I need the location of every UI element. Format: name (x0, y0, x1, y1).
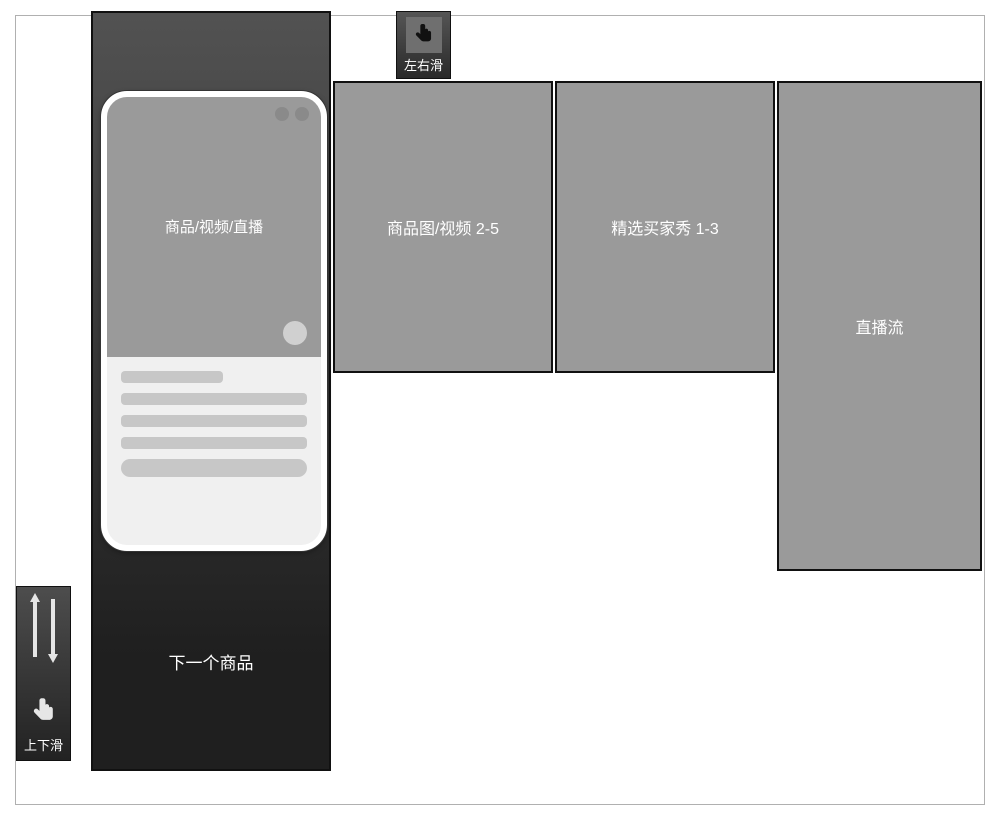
placeholder-line (121, 437, 307, 449)
diagram-canvas: 商品图/视频 2-5 精选买家秀 1-3 直播流 下一个商品 商品/视频/直播 左右… (15, 15, 985, 805)
panel-label: 直播流 (855, 314, 903, 338)
horizontal-swipe-label: 左右滑 (404, 55, 443, 74)
updown-arrows-icon (17, 593, 70, 663)
horizontal-swipe-hint: 左右滑 (396, 11, 451, 79)
phone-frame: 商品/视频/直播 (101, 91, 327, 551)
panel-media-2-5[interactable]: 商品图/视频 2-5 (333, 81, 553, 373)
placeholder-line (121, 393, 307, 405)
placeholder-line (121, 371, 223, 383)
phone-media-area[interactable]: 商品/视频/直播 (107, 97, 321, 357)
phone-status-dots (275, 107, 309, 121)
vertical-swipe-hint: 上下滑 (16, 586, 71, 761)
placeholder-line (121, 415, 307, 427)
tap-hand-icon (30, 696, 58, 731)
placeholder-pill (121, 459, 307, 477)
vertical-swipe-label: 上下滑 (24, 735, 63, 754)
phone-media-label: 商品/视频/直播 (165, 216, 263, 237)
panel-label: 商品图/视频 2-5 (387, 215, 499, 239)
tap-hand-icon (406, 17, 442, 53)
panel-buyer-show[interactable]: 精选买家秀 1-3 (555, 81, 775, 373)
phone-action-dot[interactable] (283, 321, 307, 345)
panel-label: 精选买家秀 1-3 (611, 215, 719, 239)
next-product-card[interactable]: 下一个商品 (91, 556, 331, 766)
next-product-label: 下一个商品 (169, 649, 254, 674)
panel-live-stream[interactable]: 直播流 (777, 81, 982, 571)
phone-content-placeholder (107, 357, 321, 487)
